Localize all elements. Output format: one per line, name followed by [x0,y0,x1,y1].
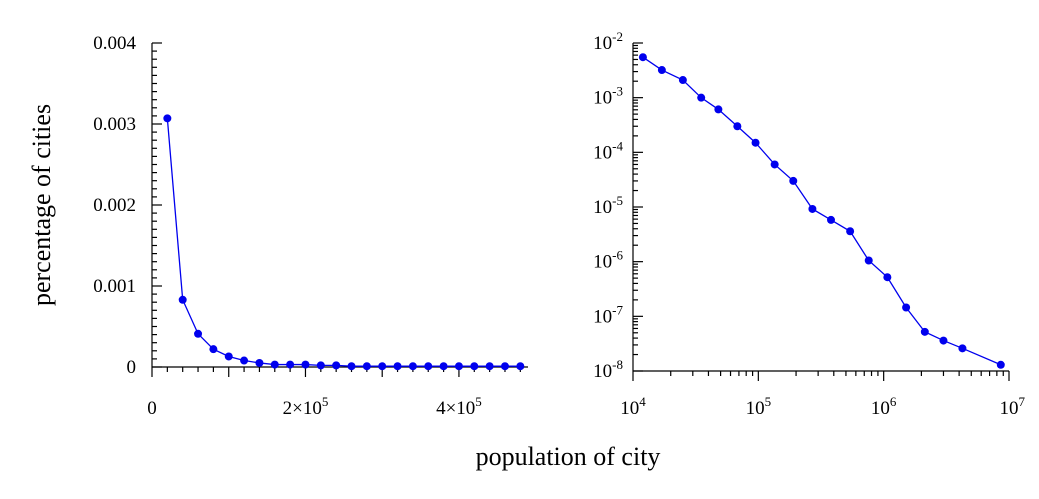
x-axis-label: population of city [476,442,661,471]
y-tick-label: 0.002 [93,195,136,216]
data-point [270,360,279,369]
data-point [770,160,779,169]
data-point [808,204,817,213]
linear-panel: 0 0.001 0.002 0.003 0.004 0 2×105 4×105 [93,33,528,419]
data-point [393,362,402,371]
x-tick-label: 2×105 [283,394,329,419]
data-point [163,114,172,123]
x-tick-label: 104 [620,394,646,419]
y-tick-label: 10-8 [593,357,623,382]
data-point [255,358,264,367]
data-point [301,360,310,369]
data-point [485,362,494,371]
data-point [454,362,463,371]
x-tick-label: 106 [871,394,897,419]
data-point [657,66,666,75]
data-point [516,362,525,371]
data-point [733,122,742,131]
data-point [697,93,706,102]
x-tick-label: 0 [147,398,157,419]
data-point [209,345,218,354]
data-point [846,227,855,236]
data-point [678,76,687,85]
data-point [362,362,371,371]
y-tick-label: 10-5 [593,193,623,218]
data-point [939,336,948,345]
log-panel: 10-2 10-3 10-4 10-5 10-6 10-7 10-8 104 105 106 107 [593,29,1025,419]
data-point [789,176,798,185]
data-point [347,362,356,371]
x-tick-label: 107 [1000,394,1026,419]
data-point [958,344,967,353]
data-point [500,362,509,371]
y-tick-label: 10-6 [593,248,623,273]
data-point [470,362,479,371]
data-point [408,362,417,371]
y-tick-label: 0.004 [93,33,136,54]
data-point [332,361,341,370]
data-point [751,138,760,147]
data-point [902,303,911,312]
data-point [424,362,433,371]
y-tick-label: 10-4 [593,138,623,163]
data-point [996,360,1005,369]
data-point [224,352,233,361]
data-point [638,53,647,62]
y-tick-label: 0.001 [93,276,136,297]
y-axis-label: percentage of cities [27,104,56,306]
y-tick-label: 0.003 [93,114,136,135]
data-point [240,356,249,365]
data-point [316,361,325,370]
data-point [378,362,387,371]
data-point [439,362,448,371]
data-point [286,360,295,369]
y-tick-label: 10-2 [593,29,623,54]
series-line [166,118,521,367]
data-point [920,327,929,336]
y-tick-label: 10-3 [593,84,623,109]
x-tick-label: 4×105 [436,394,482,419]
data-point [883,273,892,282]
data-point [864,256,873,265]
x-tick-label: 105 [746,394,772,419]
series-line [642,56,1002,366]
data-point [714,105,723,114]
y-tick-label: 0 [127,357,137,378]
data-point [826,215,835,224]
y-tick-label: 10-7 [593,302,623,327]
data-point [194,329,203,338]
data-point [178,295,187,304]
